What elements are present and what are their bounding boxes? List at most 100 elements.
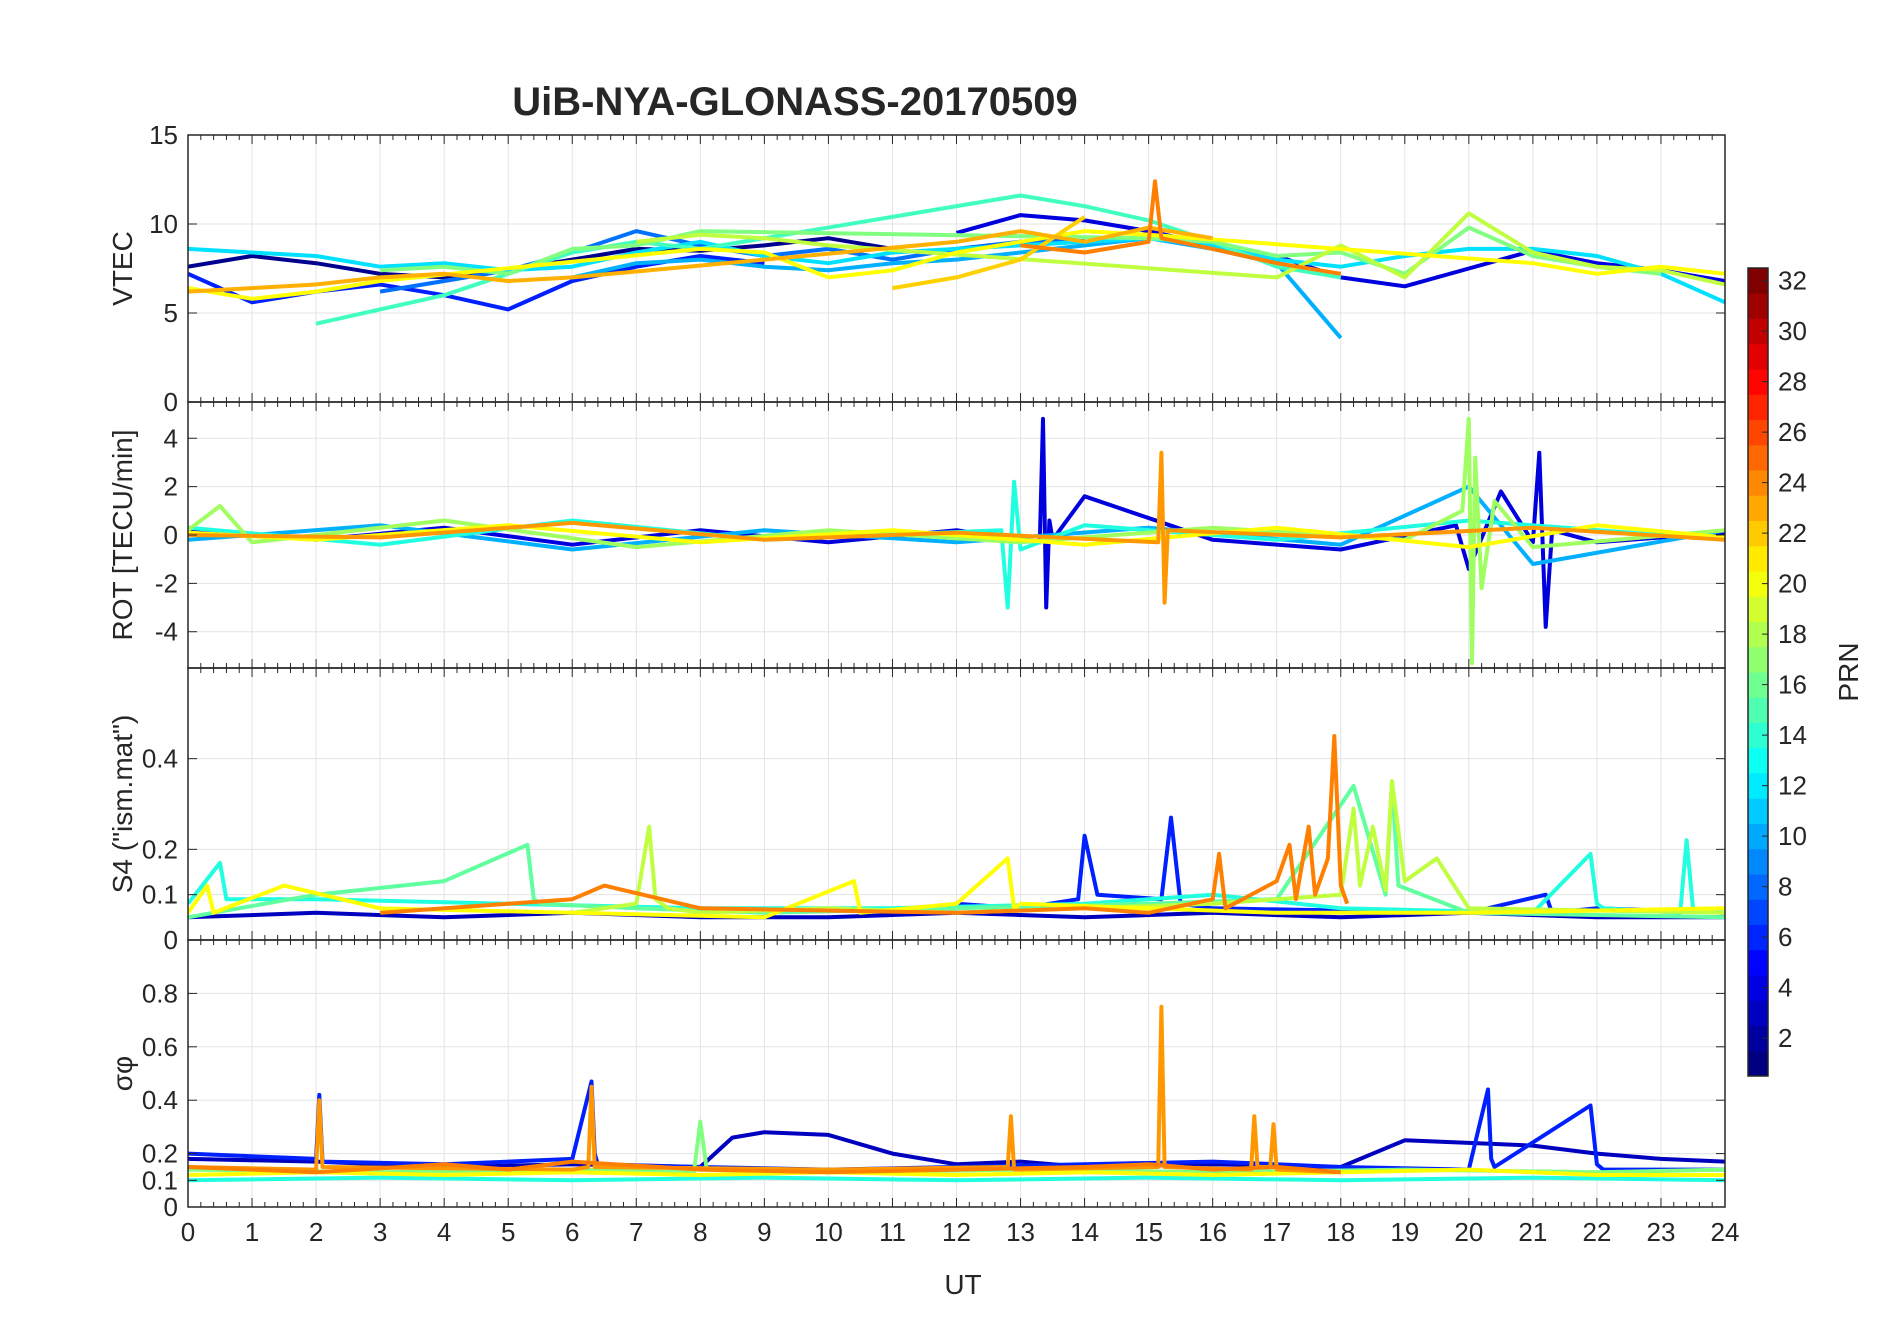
colorbar-label: PRN [1833,642,1864,701]
y-tick-label: 0.8 [142,978,178,1008]
y-tick-label: 2 [164,472,178,502]
colorbar-segment [1748,899,1768,925]
x-tick-label: 11 [879,1217,906,1247]
x-tick-label: 5 [501,1217,515,1247]
y-tick-label: -2 [155,568,178,598]
y-tick-label: 0.6 [142,1032,178,1062]
colorbar-segment [1748,848,1768,875]
colorbar-tick-label: 18 [1778,619,1807,649]
y-tick-label: 0 [164,520,178,550]
x-tick-label: 18 [1326,1217,1355,1247]
colorbar-segment [1748,975,1768,1001]
y-tick-label: 0.4 [142,1085,178,1115]
y-tick-label: 4 [164,423,178,453]
series-line-prn-15 [188,779,1725,920]
y-tick-label: 0 [164,1192,178,1222]
series-group [188,734,1725,920]
colorbar-segment [1748,470,1768,496]
series-line-prn-20 [188,1167,1725,1177]
colorbar-segment [1748,924,1768,951]
x-tick-label: 19 [1390,1217,1419,1247]
x-tick-label: 2 [309,1217,323,1247]
series-line-prn-20 [188,523,1725,550]
colorbar-tick-label: 26 [1778,417,1807,447]
colorbar-segment [1748,318,1768,345]
colorbar-segment [1748,697,1768,723]
colorbar-tick-label: 20 [1778,569,1807,599]
colorbar-tick-label: 14 [1778,720,1807,750]
y-tick-label: 0 [164,387,178,417]
x-tick-label: 10 [814,1217,843,1247]
x-tick-label: 13 [1006,1217,1035,1247]
colorbar-tick-label: 10 [1778,821,1807,851]
y-tick-label: 0.1 [142,880,178,910]
x-tick-label: 12 [942,1217,971,1247]
x-tick-label: 24 [1711,1217,1740,1247]
colorbar-tick-label: 12 [1778,771,1807,801]
colorbar-tick-label: 30 [1778,316,1807,346]
colorbar-segment [1748,874,1768,900]
colorbar-segment [1748,621,1768,648]
y-tick-label: 10 [149,209,178,239]
colorbar-segment [1748,823,1768,850]
series-line-prn-9 [188,484,1725,566]
colorbar-segment [1748,722,1768,749]
colorbar-segment [1748,773,1768,799]
series-line-prn-18 [572,779,1725,915]
y-tick-label: 0 [164,925,178,955]
series-line-prn-12 [188,1175,1725,1183]
x-tick-label: 14 [1070,1217,1099,1247]
panel-3: 0 0.1 0.2 0.4S4 ("ism.mat") [107,667,1726,955]
colorbar-tick-label: 2 [1778,1023,1792,1053]
x-tick-label: 16 [1198,1217,1227,1247]
y-tick-label: 0.4 [142,744,178,774]
x-tick-label: 22 [1582,1217,1611,1247]
x-axis-label: UT [944,1269,981,1300]
chart-title: UiB-NYA-GLONASS-20170509 [512,80,1077,124]
colorbar-segment [1748,672,1768,698]
y-axis-label: S4 ("ism.mat") [107,715,138,894]
colorbar-segment [1748,596,1768,622]
colorbar-segment [1748,1000,1768,1026]
x-tick-label: 8 [693,1217,707,1247]
colorbar-segment [1748,369,1768,395]
x-tick-label: 7 [629,1217,643,1247]
series-line-prn-22 [188,225,1214,294]
colorbar-segment [1748,520,1768,547]
colorbar-tick-label: 8 [1778,872,1792,902]
colorbar-segment [1748,1025,1768,1052]
colorbar-segment [1748,1050,1768,1077]
series-line-prn-24 [1020,179,1342,276]
y-axis-label: VTEC [107,231,138,306]
series-line-prn-11 [188,236,1725,305]
colorbar-tick-label: 24 [1778,468,1807,498]
y-tick-label: 15 [149,120,178,150]
x-tick-label: 6 [565,1217,579,1247]
colorbar-segment [1748,545,1768,572]
x-tick-label: 1 [245,1217,259,1247]
colorbar-tick-label: 6 [1778,922,1792,952]
panel-1: 0 5 10 15 VTEC [107,120,1726,417]
y-axis-label: σφ [107,1056,138,1091]
x-tick-label: 17 [1262,1217,1291,1247]
y-tick-label: -4 [155,617,178,647]
series-line-prn-24 [188,1159,1341,1175]
x-tick-label: 15 [1134,1217,1163,1247]
y-axis-label: ROT [TECU/min] [107,429,138,640]
colorbar-segment [1748,798,1768,824]
series-group [188,1004,1725,1183]
colorbar-segment [1748,747,1768,774]
colorbar-segment [1748,949,1768,976]
x-tick-label: 4 [437,1217,451,1247]
colorbar-frame [1747,267,1769,1077]
colorbar-tick-label: 4 [1778,973,1792,1003]
colorbar-segment [1748,419,1768,446]
y-tick-label: 0.2 [142,1139,178,1169]
colorbar-tick-label: 16 [1778,670,1807,700]
x-tick-label: 9 [757,1217,771,1247]
colorbar-segment [1748,343,1768,370]
colorbar-segment [1748,268,1768,294]
y-tick-label: 0.2 [142,834,178,864]
